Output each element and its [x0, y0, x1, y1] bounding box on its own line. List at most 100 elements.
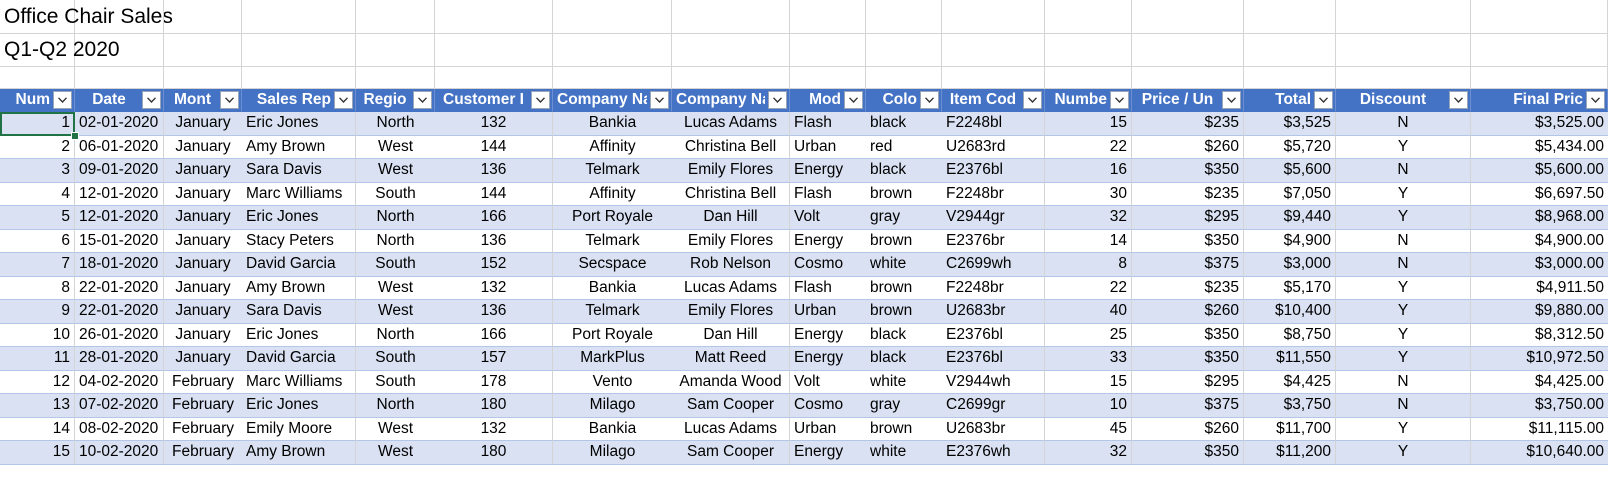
empty-cell[interactable]	[1132, 34, 1244, 67]
table-cell[interactable]: Telmark	[553, 300, 672, 324]
table-cell[interactable]: 10	[0, 323, 75, 347]
table-cell[interactable]: February	[164, 441, 242, 465]
empty-cell[interactable]	[435, 67, 553, 89]
table-cell[interactable]: 18-01-2020	[75, 253, 164, 277]
filter-dropdown-button[interactable]	[920, 91, 939, 109]
empty-cell[interactable]	[672, 67, 790, 89]
table-cell[interactable]: $5,170	[1244, 276, 1336, 300]
table-cell[interactable]: $375	[1132, 394, 1244, 418]
table-cell[interactable]: 14	[0, 417, 75, 441]
table-cell[interactable]: Port Royale	[553, 206, 672, 230]
table-cell[interactable]: 15	[1045, 112, 1132, 136]
table-cell[interactable]: 3	[0, 159, 75, 183]
column-header[interactable]: Company Na	[553, 89, 672, 112]
table-cell[interactable]: 15	[1045, 370, 1132, 394]
table-cell[interactable]: West	[356, 441, 435, 465]
table-cell[interactable]: 132	[435, 276, 553, 300]
column-header[interactable]: Total	[1244, 89, 1336, 112]
empty-cell[interactable]	[1336, 34, 1471, 67]
table-cell[interactable]: 07-02-2020	[75, 394, 164, 418]
table-cell[interactable]: 33	[1045, 347, 1132, 371]
filter-dropdown-button[interactable]	[1449, 91, 1468, 109]
table-cell[interactable]: January	[164, 277, 242, 300]
empty-cell[interactable]	[1336, 67, 1471, 89]
empty-cell[interactable]	[356, 34, 435, 67]
table-cell[interactable]: N	[1336, 112, 1471, 136]
table-cell[interactable]: $350	[1132, 159, 1244, 183]
table-cell[interactable]: January	[164, 300, 242, 324]
empty-cell[interactable]	[1045, 0, 1132, 34]
table-cell[interactable]: $3,750	[1244, 394, 1336, 418]
table-cell[interactable]: 28-01-2020	[75, 347, 164, 371]
sheet-subtitle[interactable]: Q1-Q2 2020	[0, 34, 120, 67]
table-cell[interactable]: Eric Jones	[242, 112, 356, 136]
empty-cell[interactable]	[242, 34, 356, 67]
table-cell[interactable]: 166	[435, 323, 553, 347]
table-cell[interactable]: 22	[1045, 135, 1132, 159]
table-cell[interactable]: Emily Moore	[242, 417, 356, 441]
table-cell[interactable]: E2376bl	[942, 323, 1045, 347]
table-cell[interactable]: January	[164, 183, 242, 206]
table-cell[interactable]: North	[356, 394, 435, 418]
table-cell[interactable]: N	[1336, 370, 1471, 394]
table-cell[interactable]: Rob Nelson	[672, 253, 790, 277]
empty-cell[interactable]	[356, 67, 435, 89]
table-cell[interactable]: Amanda Wood	[672, 370, 790, 394]
table-cell[interactable]: $11,700	[1244, 417, 1336, 441]
empty-cell[interactable]	[790, 34, 866, 67]
table-cell[interactable]: South	[356, 347, 435, 371]
table-cell[interactable]: E2376bl	[942, 347, 1045, 371]
table-cell[interactable]: brown	[866, 183, 942, 206]
table-cell[interactable]: $11,200	[1244, 441, 1336, 465]
table-cell[interactable]: Christina Bell	[672, 135, 790, 159]
filter-dropdown-button[interactable]	[1110, 91, 1129, 109]
table-cell[interactable]: brown	[866, 418, 942, 441]
table-cell[interactable]: $5,600.00	[1471, 159, 1608, 183]
table-cell[interactable]: Volt	[790, 371, 866, 394]
table-cell[interactable]: Eric Jones	[242, 394, 356, 418]
column-header[interactable]: Discount	[1336, 89, 1471, 112]
table-cell[interactable]: U2683rd	[942, 135, 1045, 159]
table-cell[interactable]: Y	[1336, 276, 1471, 300]
table-cell[interactable]: January	[164, 159, 242, 183]
table-cell[interactable]: 45	[1045, 417, 1132, 441]
filter-dropdown-button[interactable]	[1314, 91, 1333, 109]
table-cell[interactable]: $350	[1132, 347, 1244, 371]
table-cell[interactable]: Affinity	[553, 183, 672, 206]
table-cell[interactable]: Christina Bell	[672, 182, 790, 206]
empty-cell[interactable]	[866, 67, 942, 89]
table-cell[interactable]: Y	[1336, 441, 1471, 465]
empty-cell[interactable]	[1045, 34, 1132, 67]
empty-cell[interactable]	[553, 67, 672, 89]
empty-cell[interactable]	[942, 0, 1045, 34]
table-cell[interactable]: Urban	[790, 300, 866, 324]
table-cell[interactable]: 30	[1045, 182, 1132, 206]
table-cell[interactable]: 32	[1045, 441, 1132, 465]
table-cell[interactable]: January	[164, 136, 242, 159]
table-cell[interactable]: 144	[435, 135, 553, 159]
table-cell[interactable]: Y	[1336, 417, 1471, 441]
table-cell[interactable]: West	[356, 136, 435, 159]
filter-dropdown-button[interactable]	[531, 91, 550, 109]
column-header[interactable]: Regio	[356, 89, 435, 112]
empty-cell[interactable]	[0, 67, 75, 89]
column-header[interactable]: Date	[75, 89, 164, 112]
table-cell[interactable]: 152	[435, 253, 553, 277]
table-cell[interactable]: 06-01-2020	[75, 135, 164, 159]
table-cell[interactable]: $235	[1132, 112, 1244, 136]
table-cell[interactable]: Energy	[790, 441, 866, 465]
table-cell[interactable]: 13	[0, 394, 75, 418]
table-cell[interactable]: 180	[435, 441, 553, 465]
table-cell[interactable]: brown	[866, 300, 942, 324]
table-cell[interactable]: Port Royale	[553, 324, 672, 347]
table-cell[interactable]: E2376br	[942, 229, 1045, 253]
table-cell[interactable]: N	[1336, 229, 1471, 253]
table-cell[interactable]: 10	[1045, 394, 1132, 418]
empty-cell[interactable]	[1471, 34, 1608, 67]
table-cell[interactable]: $9,880.00	[1471, 300, 1608, 324]
table-cell[interactable]: Cosmo	[790, 394, 866, 418]
table-cell[interactable]: Marc Williams	[242, 182, 356, 206]
table-cell[interactable]: West	[356, 300, 435, 324]
table-cell[interactable]: Emily Flores	[672, 300, 790, 324]
empty-cell[interactable]	[1132, 67, 1244, 89]
